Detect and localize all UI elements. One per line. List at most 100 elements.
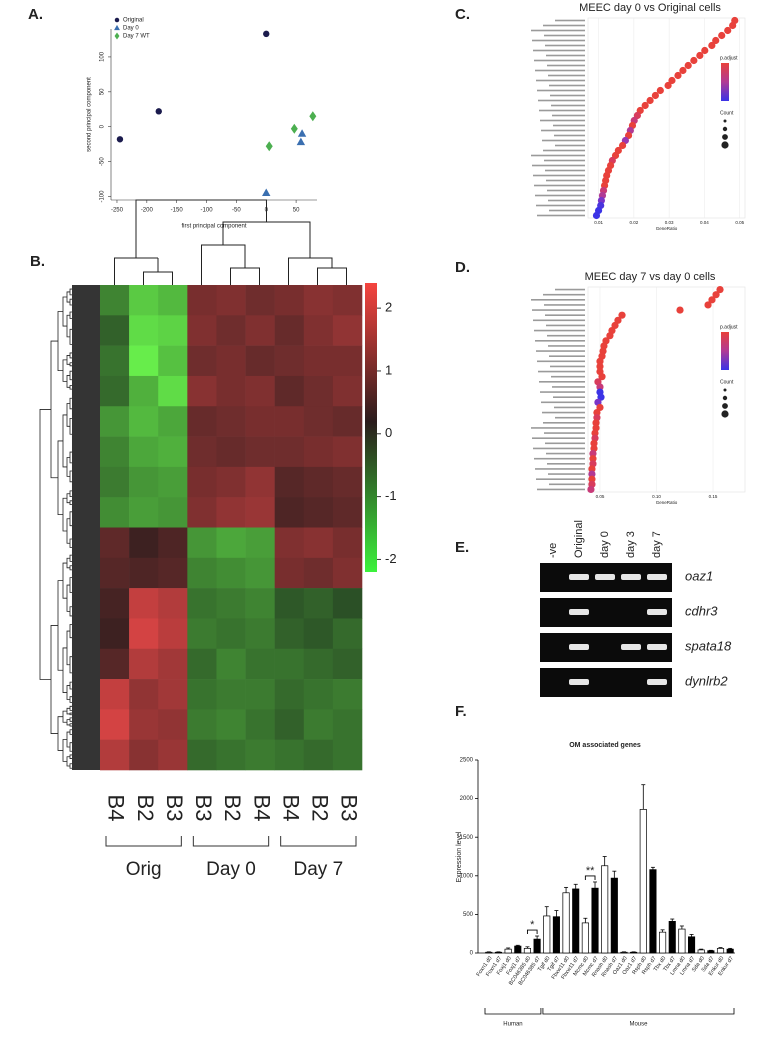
heat-cell [274, 527, 305, 559]
legend-gradient [721, 332, 729, 370]
group-bracket [105, 836, 182, 847]
row-dendrogram [69, 362, 72, 367]
x-tick-label: 0.10 [652, 494, 661, 499]
row-dendrogram [57, 580, 63, 671]
heat-cell [332, 285, 363, 316]
y-tick-label: 1000 [460, 873, 474, 879]
panel-label: C. [455, 6, 470, 23]
legend-gradient [721, 63, 729, 101]
term-label-placeholder [547, 463, 585, 465]
heat-cell [245, 679, 275, 710]
term-label-placeholder [536, 350, 585, 352]
row-dendrogram [69, 500, 72, 506]
dot [606, 332, 614, 340]
heat-cell [216, 285, 246, 316]
x-tick-label: 0.02 [629, 220, 638, 225]
row-dendrogram [66, 756, 70, 767]
heat-cell [100, 527, 130, 559]
column-label: B2 [133, 795, 158, 822]
heat-cell [100, 497, 130, 528]
y-axis-label: second principal component [87, 77, 93, 152]
term-label-placeholder [543, 293, 585, 296]
y-tick-label: 0 [470, 951, 474, 957]
legend-dot [723, 388, 727, 392]
gel-band [647, 644, 667, 650]
heat-cell [303, 466, 334, 498]
term-label-placeholder [537, 360, 585, 363]
heat-cell [332, 436, 363, 468]
row-dendrogram [69, 705, 72, 711]
row-dendrogram [69, 370, 72, 381]
row-dendrogram [66, 493, 70, 504]
heat-cell [274, 436, 305, 468]
heat-cell [129, 466, 159, 498]
bar [591, 887, 599, 954]
group-bracket [280, 836, 357, 847]
legend-marker [114, 17, 120, 23]
heat-cell [129, 557, 159, 589]
heat-cell [158, 285, 188, 316]
dot [590, 439, 598, 447]
heat-cell [158, 679, 188, 710]
y-tick-label: 2500 [460, 758, 474, 764]
group-bracket [192, 836, 270, 847]
heat-cell [245, 739, 275, 771]
row-dendrogram [66, 291, 70, 303]
legend-title: p.adjust [720, 324, 738, 330]
heat-cell [129, 739, 159, 771]
x-tick-label: 0.03 [665, 220, 674, 225]
gel-band [647, 609, 667, 615]
point [262, 188, 271, 197]
heat-cell [187, 315, 217, 346]
point [297, 129, 307, 137]
heat-cell [158, 315, 188, 346]
color-tick-label: 0 [385, 425, 392, 440]
term-label-placeholder [542, 139, 585, 142]
row-dendrogram [62, 710, 67, 723]
heat-cell [158, 588, 188, 619]
term-label-placeholder [544, 34, 585, 37]
term-label-placeholder [555, 288, 585, 291]
gel-band [569, 644, 589, 650]
term-label-placeholder [534, 184, 585, 187]
term-label-placeholder [533, 174, 585, 177]
x-tick-label: 50 [293, 208, 300, 214]
heat-cell [332, 406, 363, 437]
legend-dot [722, 134, 728, 140]
heat-cell [216, 618, 246, 650]
heat-cell [216, 497, 246, 528]
significance-label: ** [586, 865, 595, 877]
dot [690, 56, 698, 65]
legend-title: p.adjust [720, 55, 738, 61]
heat-cell [187, 527, 217, 559]
color-scale [365, 283, 377, 572]
x-tick-label: 0.05 [596, 494, 605, 499]
heat-cell [303, 709, 334, 740]
heat-cell [187, 466, 217, 498]
row-leaf-strip [72, 285, 100, 770]
bar [688, 936, 696, 954]
bar [610, 877, 618, 954]
color-tick-label: 1 [385, 362, 392, 377]
row-dendrogram [69, 606, 72, 617]
row-dendrogram [66, 403, 70, 427]
row-dendrogram [66, 719, 70, 726]
heat-cell [100, 285, 130, 316]
heat-cell [129, 618, 159, 650]
heat-cell [245, 315, 275, 346]
row-dendrogram [69, 298, 72, 306]
term-label-placeholder [535, 468, 585, 470]
column-label: B2 [220, 795, 245, 822]
heat-cell [100, 557, 130, 589]
x-tick-label: -100 [201, 208, 214, 214]
term-label-placeholder [532, 39, 585, 42]
heat-cell [100, 436, 130, 468]
term-label-placeholder [544, 432, 585, 434]
plot-title: MEEC day 0 vs Original cells [579, 2, 721, 14]
dot [593, 408, 601, 417]
heat-cell [158, 648, 188, 680]
term-label-placeholder [536, 79, 585, 82]
bar [504, 948, 512, 954]
bar [572, 888, 580, 954]
